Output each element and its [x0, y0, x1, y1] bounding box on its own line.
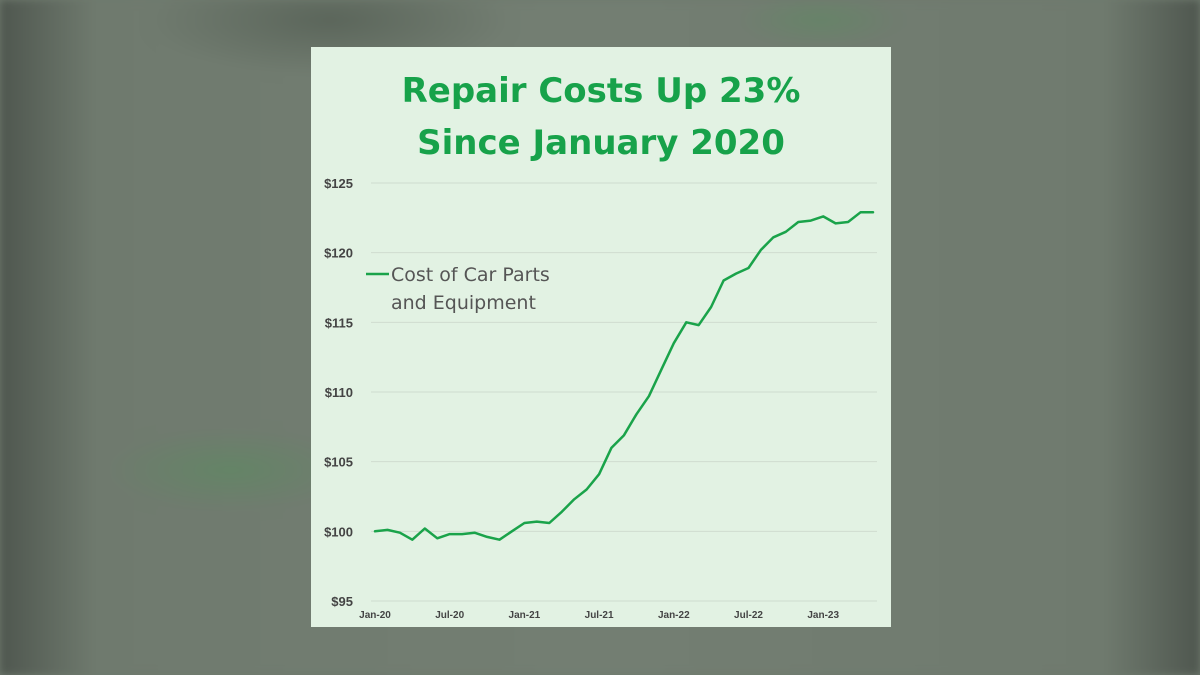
y-axis-ticks: $125 $120 $115 $110 $105 $100 $95 — [324, 176, 353, 609]
x-tick-label: Jul-20 — [435, 610, 464, 621]
chart-title-line-1: Repair Costs Up 23% — [401, 71, 801, 111]
y-tick-label: $100 — [324, 524, 353, 539]
x-axis-ticks: Jan-20 Jul-20 Jan-21 Jul-21 Jan-22 Jul-22 Jan-… — [359, 610, 839, 621]
y-tick-label: $120 — [324, 246, 353, 261]
y-tick-label: $115 — [325, 315, 353, 330]
y-tick-label: $105 — [324, 455, 353, 470]
line-chart: $125 $120 $115 $110 $105 $100 $95 Jan-20 Jul-20… — [324, 176, 877, 621]
y-tick-label: $125 — [324, 176, 353, 191]
chart-title: Repair Costs Up 23% Since January 2020 — [311, 65, 891, 169]
x-tick-label: Jul-21 — [585, 610, 614, 621]
x-tick-label: Jan-23 — [807, 610, 839, 621]
x-tick-label: Jan-21 — [509, 610, 541, 621]
y-tick-label: $95 — [331, 594, 353, 609]
x-tick-label: Jan-22 — [658, 610, 690, 621]
legend-label-line-2: and Equipment — [391, 292, 536, 314]
gridlines — [371, 182, 877, 602]
x-tick-label: Jul-22 — [734, 610, 763, 621]
legend-label-line-1: Cost of Car Parts — [391, 264, 550, 286]
chart-title-line-2: Since January 2020 — [417, 123, 785, 163]
series-line-car-parts — [373, 211, 875, 541]
x-tick-label: Jan-20 — [359, 610, 391, 621]
chart-card: Repair Costs Up 23% Since January 2020 $… — [311, 47, 891, 627]
y-tick-label: $110 — [325, 385, 353, 400]
legend: Cost of Car Parts and Equipment — [366, 264, 550, 314]
